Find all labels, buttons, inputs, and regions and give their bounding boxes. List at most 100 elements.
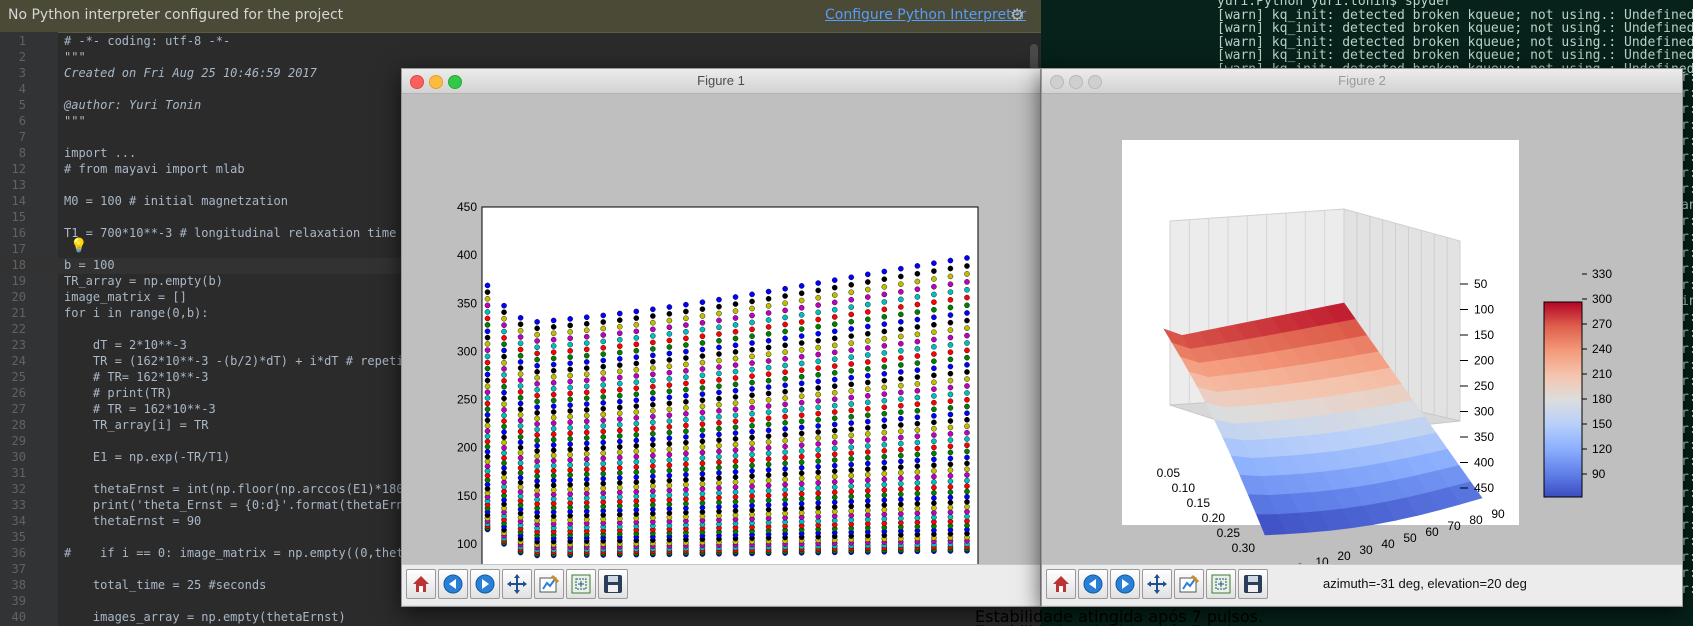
code-line[interactable]: 23 dT = 2*10**-3 <box>0 338 1041 354</box>
figure1-titlebar[interactable]: Figure 1 <box>402 69 1040 94</box>
back-arrow-button[interactable] <box>1078 569 1108 599</box>
code-line[interactable]: 34 thetaErnst = 90 <box>0 514 1041 530</box>
home-button[interactable] <box>1046 569 1076 599</box>
zoom-rect-button[interactable] <box>566 569 596 599</box>
code-line[interactable]: 13 <box>0 178 1041 194</box>
data-point <box>765 444 772 451</box>
code-text[interactable]: @author: Yuri Tonin <box>64 98 202 112</box>
code-line[interactable]: 7 <box>0 130 1041 146</box>
code-text[interactable]: """ <box>64 114 86 128</box>
minimize-button[interactable] <box>1069 75 1083 89</box>
code-text[interactable]: # -*- coding: utf-8 -*- <box>64 34 231 48</box>
code-line[interactable]: 32 thetaErnst = int(np.floor(np.arccos(E… <box>0 482 1041 498</box>
code-text[interactable]: # print(TR) <box>64 386 173 400</box>
code-line[interactable]: 21 for i in range(0,b): <box>0 306 1041 322</box>
code-line[interactable]: 27 # TR = 162*10**-3 <box>0 402 1041 418</box>
code-text[interactable]: total_time = 25 #seconds <box>64 578 267 592</box>
code-text[interactable]: Created on Fri Aug 25 10:46:59 2017 <box>64 66 317 80</box>
code-text[interactable]: T1 = 700*10**-3 # longitudinal relaxatio… <box>64 226 397 240</box>
code-text[interactable]: images_array = np.empty(thetaErnst) <box>64 610 346 624</box>
data-point <box>699 385 706 391</box>
code-line[interactable]: 12 # from mayavi import mlab <box>0 162 1041 178</box>
forward-arrow-button[interactable] <box>1110 569 1140 599</box>
code-line[interactable]: 33 print('theta_Ernst = {0:d}'.format(th… <box>0 498 1041 514</box>
code-text[interactable]: print('theta_Ernst = {0:d}'.format(theta… <box>64 498 411 512</box>
lightbulb-icon[interactable]: 💡 <box>70 238 88 254</box>
code-text[interactable]: thetaErnst = int(np.floor(np.arccos(E1)*… <box>64 482 411 496</box>
code-line[interactable]: 36 # if i == 0: image_matrix = np.empty((… <box>0 546 1041 562</box>
code-line[interactable]: 28 TR_array[i] = TR <box>0 418 1041 434</box>
code-text[interactable]: dT = 2*10**-3 <box>64 338 187 352</box>
code-text[interactable]: # if i == 0: image_matrix = np.empty((0,… <box>64 546 411 560</box>
back-arrow-button[interactable] <box>438 569 468 599</box>
code-line[interactable]: 25 # TR= 162*10**-3 <box>0 370 1041 386</box>
code-text[interactable]: E1 = np.exp(-TR/T1) <box>64 450 231 464</box>
code-text[interactable]: # from mayavi import mlab <box>64 162 245 176</box>
pan-move-button[interactable] <box>1142 569 1172 599</box>
figure1-canvas[interactable]: 0102030405060708090501001502002503003504… <box>402 94 1040 606</box>
code-text[interactable]: TR_array[i] = TR <box>64 418 209 432</box>
close-button[interactable] <box>1050 75 1064 89</box>
code-line[interactable]: 26 # print(TR) <box>0 386 1041 402</box>
figure2-titlebar[interactable]: Figure 2 <box>1042 69 1682 94</box>
home-button[interactable] <box>406 569 436 599</box>
zoom-rect-button[interactable] <box>1206 569 1236 599</box>
code-line[interactable]: 37 <box>0 562 1041 578</box>
data-point <box>534 473 540 479</box>
code-line[interactable]: 22 <box>0 322 1041 338</box>
code-text[interactable]: TR = (162*10**-3 -(b/2)*dT) + i*dT # rep… <box>64 354 411 368</box>
pan-move-button[interactable] <box>502 569 532 599</box>
gear-icon[interactable]: ⚙ <box>1010 5 1025 24</box>
code-line[interactable]: 30 E1 = np.exp(-TR/T1) <box>0 450 1041 466</box>
code-text[interactable]: """ <box>64 50 86 64</box>
data-point <box>931 386 937 392</box>
code-line[interactable]: 1 # -*- coding: utf-8 -*- <box>0 34 1041 50</box>
code-line[interactable]: 14 M0 = 100 # initial magnetzation <box>0 194 1041 210</box>
code-text[interactable]: M0 = 100 # initial magnetzation <box>64 194 288 208</box>
code-text[interactable]: # TR= 162*10**-3 <box>64 370 209 384</box>
maximize-button[interactable] <box>448 75 462 89</box>
code-line[interactable]: 17 <box>0 242 1041 258</box>
configure-subplots-button[interactable] <box>1174 569 1204 599</box>
code-text[interactable]: import ... <box>64 146 137 160</box>
code-line[interactable]: 29 <box>0 434 1041 450</box>
code-text[interactable]: # TR = 162*10**-3 <box>64 402 216 416</box>
editor-scrollbar[interactable] <box>1030 44 1038 72</box>
code-text[interactable]: TR_array = np.empty(b) <box>64 274 223 288</box>
figure2-canvas[interactable]: 450 400 350 300 250 200 150 100 50 0.05 0.10 0.15 0.… <box>1042 94 1682 575</box>
figure2-window[interactable]: Figure 2 450 400 350 300 250 200 150 100 50 0.05 0… <box>1041 68 1683 607</box>
data-point <box>716 351 722 357</box>
code-text[interactable]: b = 100 <box>64 258 115 272</box>
code-line[interactable]: 20 image_matrix = [] <box>0 290 1041 306</box>
code-line[interactable]: 4 <box>0 82 1041 98</box>
code-line[interactable]: 40 images_array = np.empty(thetaErnst) <box>0 610 1041 626</box>
code-line[interactable]: 5 @author: Yuri Tonin <box>0 98 1041 114</box>
code-line[interactable]: 35 <box>0 530 1041 546</box>
configure-subplots-button[interactable] <box>534 569 564 599</box>
code-text[interactable]: for i in range(0,b): <box>64 306 209 320</box>
code-text[interactable]: image_matrix = [] <box>64 290 187 304</box>
code-line[interactable]: 16 T1 = 700*10**-3 # longitudinal relaxat… <box>0 226 1041 242</box>
forward-arrow-button[interactable] <box>470 569 500 599</box>
code-line[interactable]: 8 import ... <box>0 146 1041 162</box>
maximize-button[interactable] <box>1088 75 1102 89</box>
data-point <box>831 457 838 463</box>
figure1-window[interactable]: Figure 1 0102030405060708090501001502002… <box>401 68 1041 607</box>
save-disk-button[interactable] <box>598 569 628 599</box>
code-line[interactable]: 39 <box>0 594 1041 610</box>
code-line[interactable]: 3 Created on Fri Aug 25 10:46:59 2017 <box>0 66 1041 82</box>
code-line[interactable]: 24 TR = (162*10**-3 -(b/2)*dT) + i*dT # … <box>0 354 1041 370</box>
code-line[interactable]: 2 """ <box>0 50 1041 66</box>
close-button[interactable] <box>410 75 424 89</box>
code-line[interactable]: 31 <box>0 466 1041 482</box>
code-line[interactable]: 6 """ <box>0 114 1041 130</box>
code-line[interactable]: 38 total_time = 25 #seconds <box>0 578 1041 594</box>
code-line[interactable]: 19 TR_array = np.empty(b) <box>0 274 1041 290</box>
code-text[interactable]: thetaErnst = 90 <box>64 514 202 528</box>
minimize-button[interactable] <box>429 75 443 89</box>
save-disk-button[interactable] <box>1238 569 1268 599</box>
code-line[interactable]: 15 <box>0 210 1041 226</box>
data-point <box>864 372 871 379</box>
data-point <box>815 490 821 496</box>
configure-interpreter-link[interactable]: Configure Python Interpreter <box>825 7 1026 23</box>
